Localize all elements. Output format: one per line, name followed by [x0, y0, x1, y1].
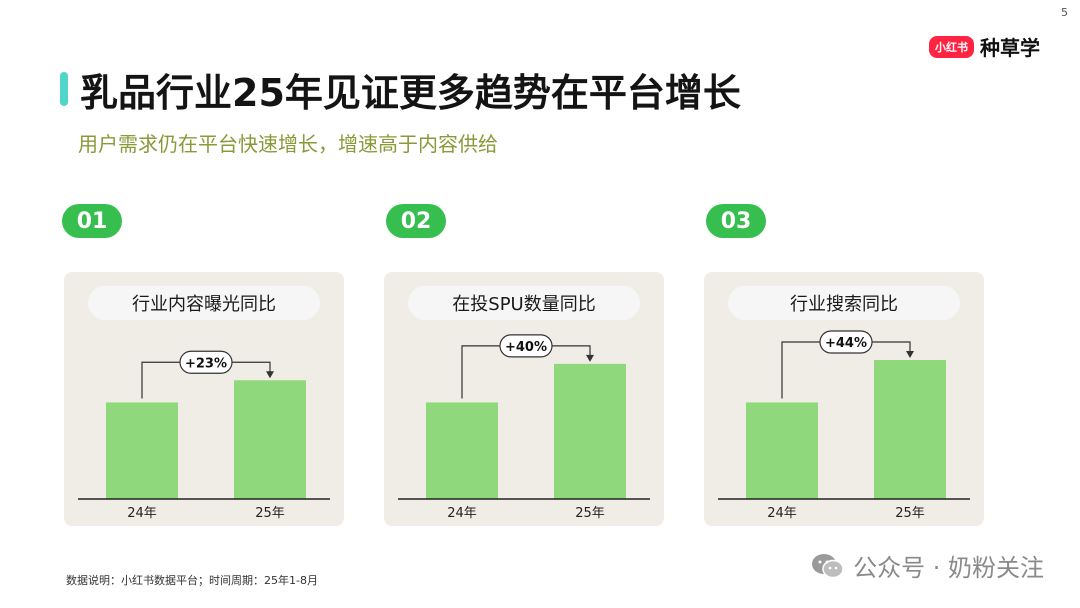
arrow-head	[906, 351, 914, 358]
chart-card-1: 24年 25年 +23% 行业内容曝光同比	[64, 272, 344, 526]
section-label: 更多商家入局	[438, 204, 617, 238]
section-number: 03	[706, 204, 766, 238]
arrow-head	[586, 354, 594, 362]
watermark-text: 公众号 · 奶粉关注	[853, 554, 1044, 582]
chart-card-3: 24年 25年 +44% 行业搜索同比	[704, 272, 984, 526]
bar-1	[746, 402, 818, 499]
x-tick-label: 25年	[255, 506, 285, 521]
x-tick-label: 25年	[575, 506, 605, 521]
brand-logo: 小红书 种草学	[929, 32, 1040, 61]
growth-badge	[499, 334, 553, 358]
bar-chart-1: 24年 25年 +23%	[78, 350, 330, 521]
page-title: 乳品行业25年见证更多趋势在平台增长	[80, 71, 741, 115]
section-number: 01	[62, 204, 122, 238]
page-subtitle: 用户需求仍在平台快速增长，增速高于内容供给	[78, 132, 498, 156]
data-footnote: 数据说明：小红书数据平台；时间周期：25年1-8月	[66, 574, 318, 587]
x-tick-label: 24年	[767, 506, 797, 521]
growth-badge	[179, 350, 233, 374]
brand-badge: 小红书	[929, 35, 974, 58]
x-tick-label: 24年	[447, 506, 477, 521]
watermark: 公众号 · 奶粉关注	[811, 548, 1044, 583]
section-label: 更多需求产生	[758, 204, 937, 238]
bar-chart-3: 24年 25年 +44%	[718, 330, 970, 521]
chart-title: 行业搜索同比	[728, 286, 960, 320]
bar-2	[874, 360, 946, 499]
bar-2	[234, 380, 306, 499]
chart-card-2: 24年 25年 +40% 在投SPU数量同比	[384, 272, 664, 526]
growth-badge	[819, 330, 873, 354]
bar-chart-2: 24年 25年 +40%	[398, 334, 650, 521]
growth-label: +44%	[825, 336, 867, 351]
chart-title: 行业内容曝光同比	[88, 286, 320, 320]
chart-title: 在投SPU数量同比	[408, 286, 640, 320]
page-number: 5	[1061, 6, 1068, 19]
section-number: 02	[386, 204, 446, 238]
bar-1	[426, 402, 498, 499]
x-tick-label: 24年	[127, 506, 157, 521]
growth-label: +40%	[505, 340, 547, 355]
growth-label: +23%	[185, 356, 227, 371]
brand-name: 种草学	[980, 36, 1040, 60]
arrow-head	[266, 371, 274, 379]
bar-1	[106, 402, 178, 499]
title-accent-bar	[60, 72, 68, 106]
x-tick-label: 25年	[895, 506, 925, 521]
bar-2	[554, 363, 626, 499]
wechat-icon	[812, 553, 844, 578]
section-label: 更多内容分享	[114, 204, 293, 238]
